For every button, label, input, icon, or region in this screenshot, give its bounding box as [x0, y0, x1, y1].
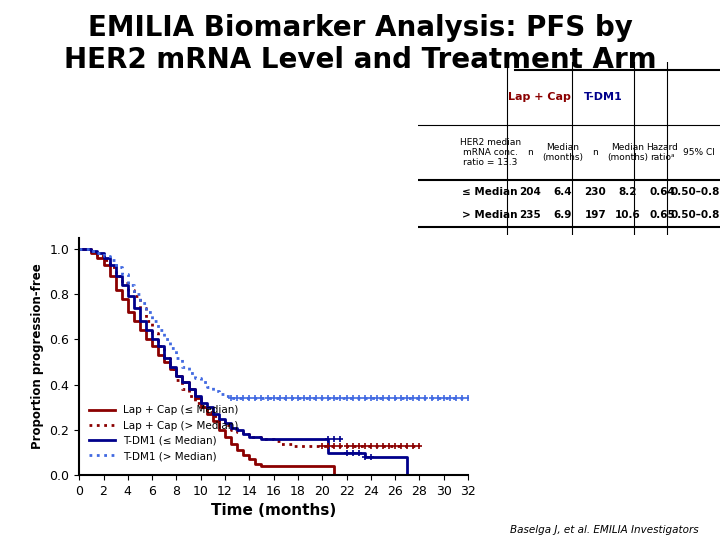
Text: 0.50–0.85: 0.50–0.85: [671, 210, 720, 220]
Text: > Median: > Median: [462, 210, 518, 220]
Text: 0.50–0.82: 0.50–0.82: [671, 187, 720, 197]
Text: 197: 197: [585, 210, 606, 220]
Text: 6.9: 6.9: [554, 210, 572, 220]
Text: 235: 235: [519, 210, 541, 220]
Text: 204: 204: [519, 187, 541, 197]
Text: n: n: [593, 148, 598, 157]
X-axis label: Time (months): Time (months): [211, 503, 336, 518]
Text: n: n: [527, 148, 533, 157]
Text: Lap + Cap: Lap + Cap: [508, 92, 570, 103]
Y-axis label: Proportion progression-free: Proportion progression-free: [31, 264, 44, 449]
Text: 0.64: 0.64: [649, 187, 675, 197]
Text: 0.65: 0.65: [649, 210, 675, 220]
Text: Hazard
ratioᵃ: Hazard ratioᵃ: [647, 143, 678, 162]
Text: EMILIA Biomarker Analysis: PFS by
HER2 mRNA Level and Treatment Arm: EMILIA Biomarker Analysis: PFS by HER2 m…: [63, 14, 657, 74]
Text: 10.6: 10.6: [615, 210, 641, 220]
Text: 8.2: 8.2: [619, 187, 637, 197]
Legend: Lap + Cap (≤ Median), Lap + Cap (> Median), T-DM1 (≤ Median), T-DM1 (> Median): Lap + Cap (≤ Median), Lap + Cap (> Media…: [84, 401, 243, 465]
Text: HER2 median
mRNA conc.
ratio = 13.3: HER2 median mRNA conc. ratio = 13.3: [459, 138, 521, 167]
Text: 95% CI: 95% CI: [683, 148, 715, 157]
Text: T-DM1: T-DM1: [583, 92, 622, 103]
Text: 6.4: 6.4: [554, 187, 572, 197]
Text: Baselga J, et al. EMILIA Investigators: Baselga J, et al. EMILIA Investigators: [510, 524, 698, 535]
Text: ≤ Median: ≤ Median: [462, 187, 518, 197]
Text: Median
(months): Median (months): [542, 143, 583, 162]
Text: 230: 230: [585, 187, 606, 197]
Text: Median
(months): Median (months): [608, 143, 649, 162]
